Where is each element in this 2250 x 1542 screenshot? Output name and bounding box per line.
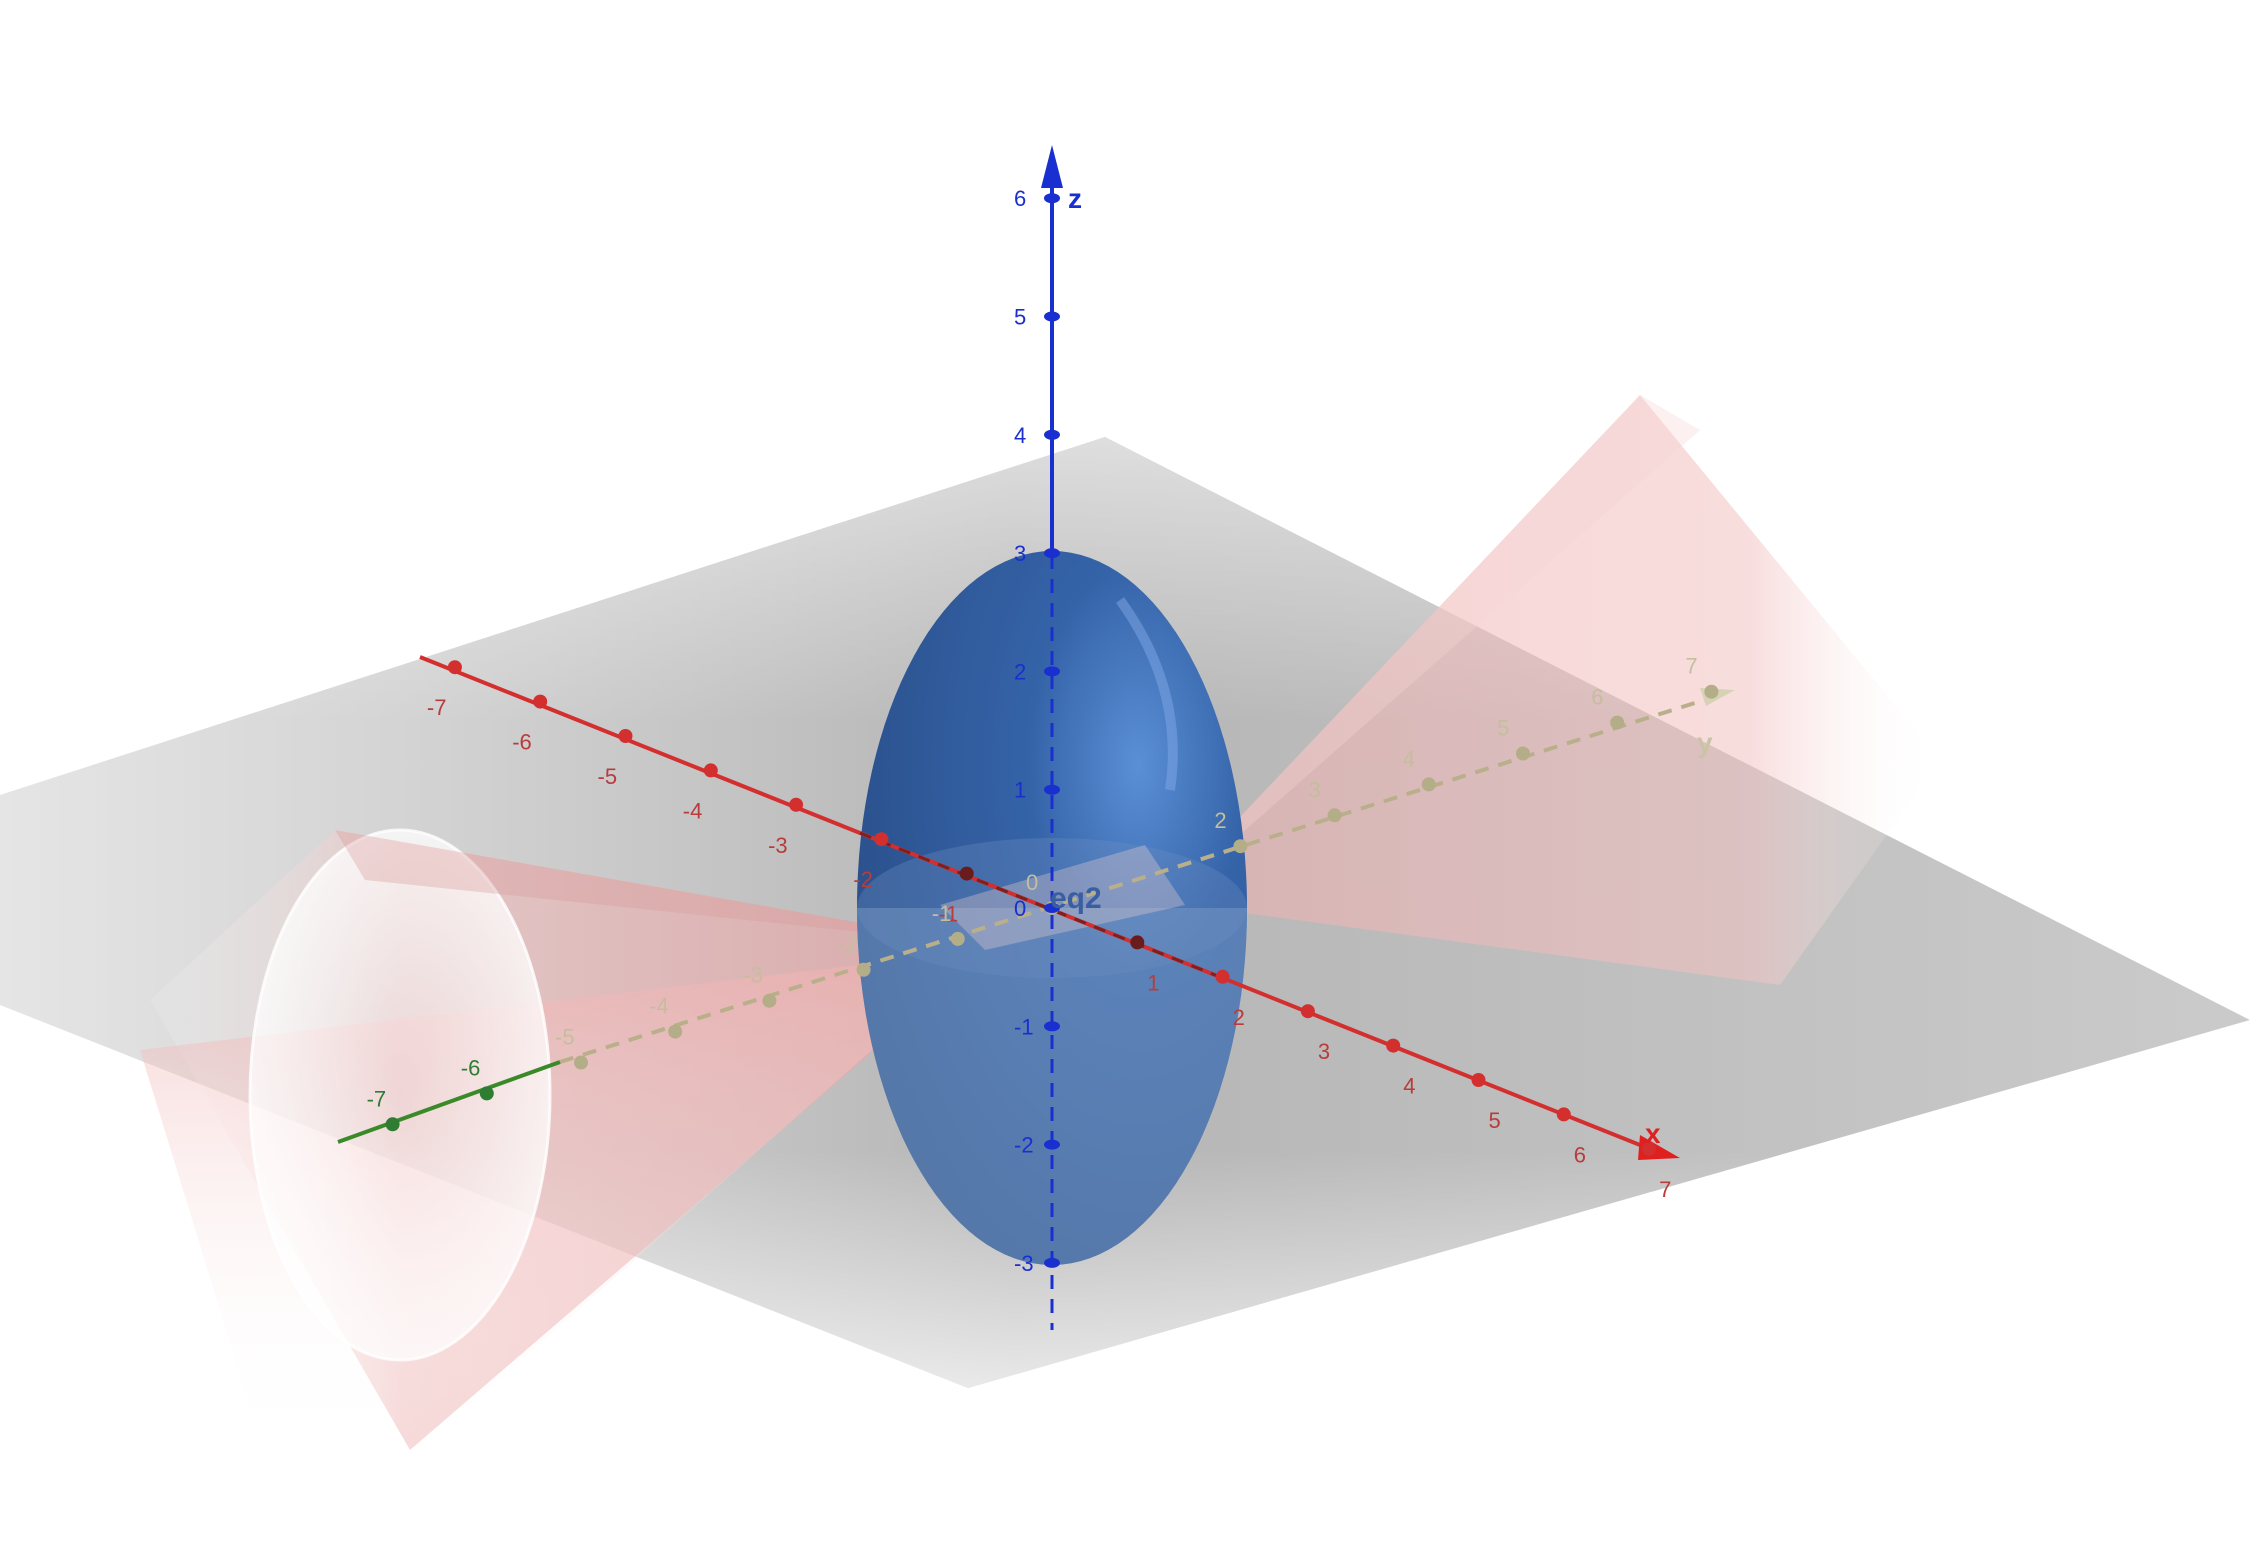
z-tick-mark-8 bbox=[1044, 1139, 1060, 1150]
x-tick-mark-3 bbox=[703, 763, 718, 778]
x-axis-ticks: -7 -6 -5 -4 -3 -2 -1 1 2 3 4 5 6 7 bbox=[427, 660, 1671, 1202]
x-tick-mark-10 bbox=[1386, 1038, 1401, 1053]
y-tick-label-12: 6 bbox=[1591, 685, 1603, 710]
z-tick-mark-4 bbox=[1044, 666, 1060, 677]
z-axis-ticks: 6 5 4 3 2 1 0 -1 -2 -3 bbox=[1014, 186, 1060, 1276]
z-axis-name: z bbox=[1068, 183, 1082, 214]
y-tick-label-0: -7 bbox=[367, 1086, 387, 1111]
x-tick-label-1: -6 bbox=[512, 730, 532, 755]
cone-left-cap bbox=[248, 828, 552, 1362]
x-tick-label-4: -3 bbox=[768, 833, 788, 858]
x-tick-mark-12 bbox=[1556, 1107, 1571, 1122]
y-tick-mark-4 bbox=[762, 993, 777, 1008]
y-tick-mark-12 bbox=[1610, 715, 1625, 730]
y-tick-mark-10 bbox=[1421, 777, 1436, 792]
z-tick-mark-9 bbox=[1044, 1257, 1060, 1268]
z-tick-label-9: -3 bbox=[1014, 1251, 1034, 1276]
z-tick-label-4: 2 bbox=[1014, 659, 1026, 684]
y-tick-mark-9 bbox=[1327, 808, 1342, 823]
y-tick-mark-13 bbox=[1704, 684, 1719, 699]
z-tick-mark-7 bbox=[1044, 1021, 1060, 1032]
x-axis-name: x bbox=[1645, 1118, 1661, 1149]
x-tick-label-11: 5 bbox=[1489, 1108, 1501, 1133]
z-tick-mark-0 bbox=[1044, 193, 1060, 204]
y-tick-label-4: -3 bbox=[743, 963, 763, 988]
y-axis-ticks: -7 -6 -5 -4 -3 -2 -1 0 2 3 4 5 6 7 bbox=[367, 654, 1719, 1132]
y-tick-mark-2 bbox=[574, 1055, 588, 1070]
x-tick-label-13: 7 bbox=[1659, 1177, 1671, 1202]
z-tick-label-7: -1 bbox=[1014, 1014, 1034, 1039]
z-tick-mark-1 bbox=[1044, 311, 1060, 322]
y-tick-mark-8 bbox=[1233, 839, 1248, 854]
z-axis[interactable] bbox=[1041, 145, 1063, 1330]
z-tick-label-5: 1 bbox=[1014, 778, 1026, 803]
y-tick-label-11: 5 bbox=[1497, 716, 1509, 741]
x-tick-label-12: 6 bbox=[1574, 1142, 1586, 1167]
x-tick-mark-7 bbox=[1130, 935, 1145, 950]
y-tick-label-9: 3 bbox=[1309, 777, 1321, 802]
z-tick-label-2: 4 bbox=[1014, 423, 1026, 448]
z-tick-label-6: 0 bbox=[1014, 896, 1026, 921]
y-tick-label-10: 4 bbox=[1403, 746, 1415, 771]
cone-left-nappe[interactable] bbox=[140, 828, 985, 1450]
y-tick-label-6: -1 bbox=[932, 901, 952, 926]
x-tick-mark-6 bbox=[959, 866, 974, 881]
x-tick-mark-1 bbox=[533, 694, 548, 709]
x-tick-mark-2 bbox=[618, 729, 633, 743]
x-tick-label-2: -5 bbox=[598, 764, 618, 789]
y-tick-mark-5 bbox=[856, 962, 871, 977]
x-tick-mark-13 bbox=[1642, 1141, 1657, 1156]
z-tick-label-1: 5 bbox=[1014, 305, 1026, 330]
y-tick-label-2: -5 bbox=[555, 1025, 575, 1050]
x-tick-mark-0 bbox=[447, 660, 462, 675]
x-tick-label-9: 3 bbox=[1318, 1039, 1330, 1064]
x-tick-mark-9 bbox=[1300, 1004, 1315, 1019]
x-tick-mark-5 bbox=[874, 832, 889, 847]
y-tick-label-3: -4 bbox=[649, 994, 669, 1019]
x-tick-label-5: -2 bbox=[853, 867, 873, 892]
y-tick-mark-3 bbox=[668, 1024, 683, 1039]
x-tick-mark-8 bbox=[1215, 969, 1230, 984]
z-axis-arrow bbox=[1041, 145, 1063, 188]
x-tick-label-10: 4 bbox=[1403, 1074, 1415, 1099]
y-tick-label-1: -6 bbox=[461, 1055, 481, 1080]
x-tick-label-3: -4 bbox=[683, 798, 703, 823]
y-tick-mark-0 bbox=[385, 1117, 400, 1132]
z-tick-mark-5 bbox=[1044, 784, 1060, 795]
y-tick-mark-6 bbox=[950, 931, 965, 946]
x-tick-mark-4 bbox=[789, 797, 804, 812]
y-tick-mark-1 bbox=[479, 1086, 494, 1101]
y-tick-label-13: 7 bbox=[1685, 654, 1697, 679]
y-tick-label-5: -2 bbox=[838, 932, 858, 957]
cone-right-nappe[interactable] bbox=[1185, 395, 1940, 985]
y-tick-label-7: 0 bbox=[1026, 870, 1038, 895]
x-tick-label-6: -1 bbox=[939, 902, 959, 927]
z-tick-label-0: 6 bbox=[1014, 186, 1026, 211]
x-tick-label-7: 1 bbox=[1147, 970, 1159, 995]
x-tick-label-8: 2 bbox=[1233, 1005, 1245, 1030]
z-tick-label-3: 3 bbox=[1014, 541, 1026, 566]
z-tick-label-8: -2 bbox=[1014, 1133, 1034, 1158]
x-tick-mark-11 bbox=[1471, 1073, 1486, 1087]
z-tick-mark-6 bbox=[1044, 903, 1060, 913]
y-axis-name: y bbox=[1697, 727, 1713, 758]
ellipsoid-label[interactable]: eq2 bbox=[1050, 882, 1102, 915]
z-tick-mark-3 bbox=[1044, 548, 1060, 559]
y-tick-label-8: 2 bbox=[1214, 808, 1226, 833]
x-tick-label-0: -7 bbox=[427, 695, 447, 720]
y-tick-mark-11 bbox=[1516, 746, 1530, 761]
z-tick-mark-2 bbox=[1044, 429, 1060, 440]
